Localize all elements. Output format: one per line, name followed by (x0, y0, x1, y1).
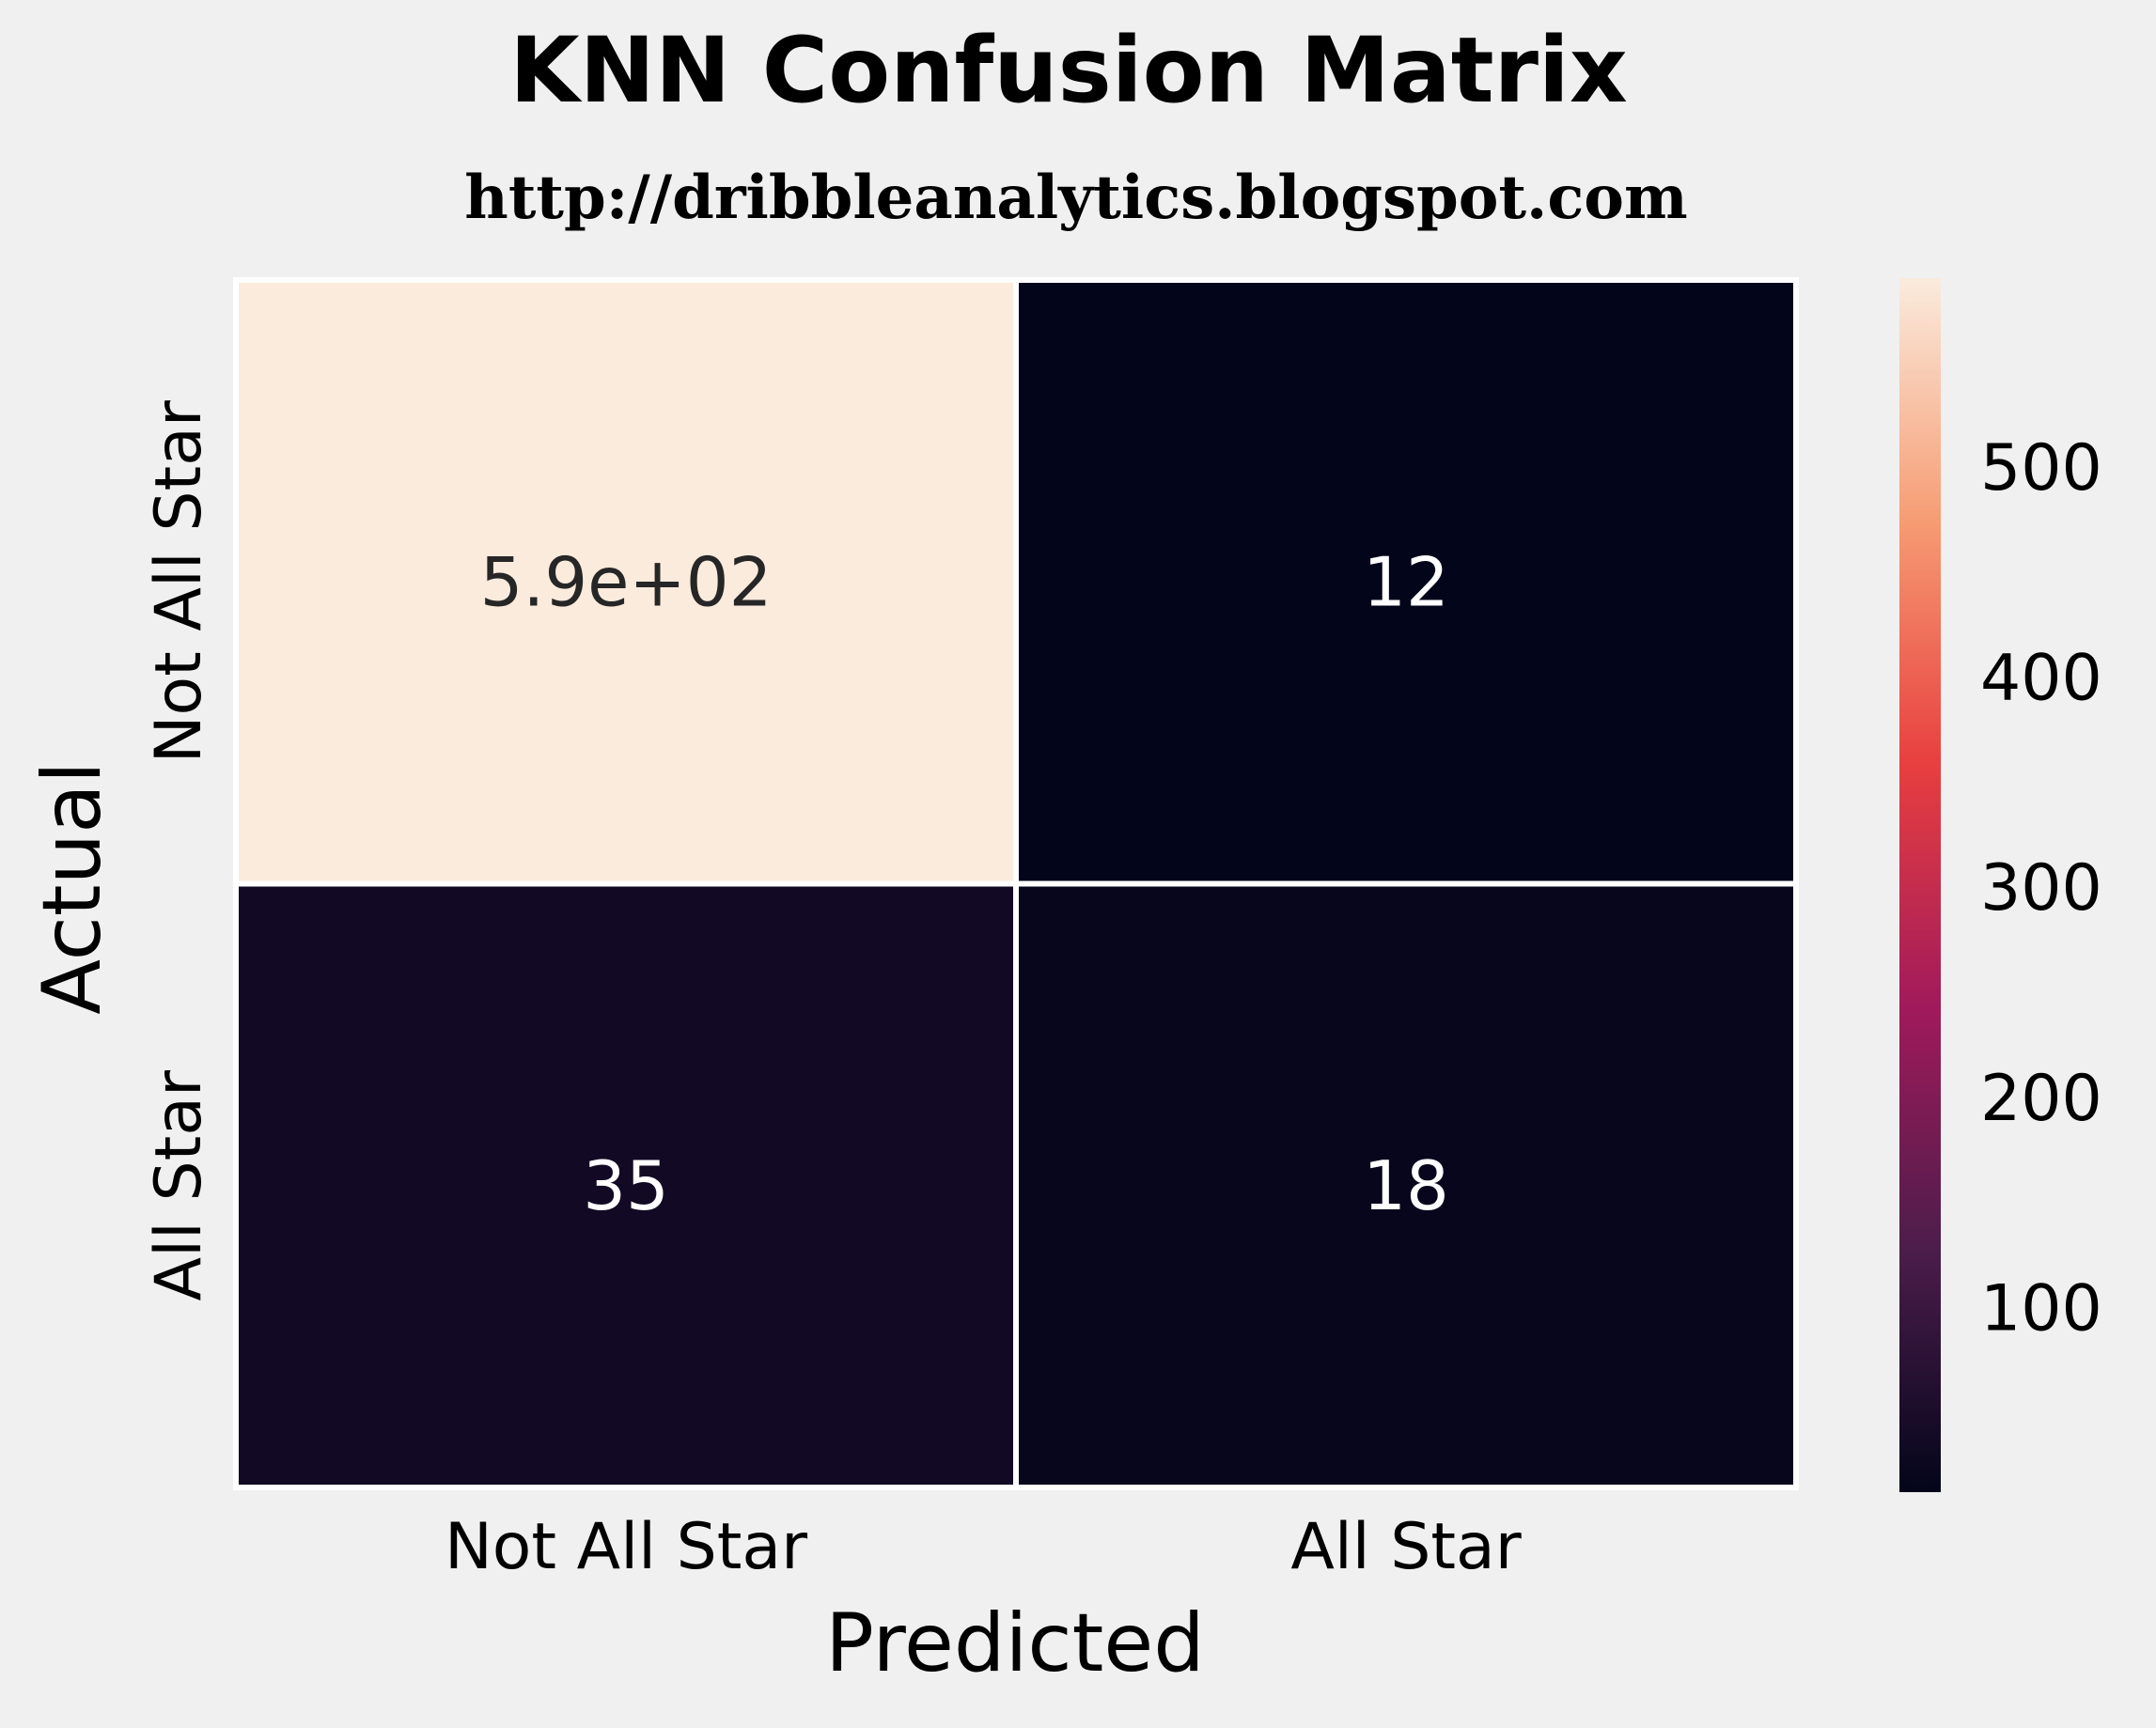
colorbar-tick-label: 100 (1980, 1271, 2102, 1346)
chart-subtitle: http://dribbleanalytics.blogspot.com (464, 163, 1687, 233)
heatmap-cell (233, 277, 1019, 887)
heatmap-cells: 5.9e+02 12 35 18 (233, 277, 1799, 1490)
cell-annotation: 18 (1363, 1146, 1449, 1225)
x-tick-label: All Star (1290, 1510, 1521, 1584)
y-tick-labels: Not All Star All Star (142, 400, 216, 1300)
colorbar (1899, 278, 1941, 1492)
heatmap-cell (1013, 880, 1799, 1490)
cell-annotation: 12 (1363, 542, 1449, 621)
colorbar-tick-label: 400 (1980, 642, 2102, 716)
x-tick-label: Not All Star (445, 1510, 807, 1584)
colorbar-tick-label: 500 (1980, 431, 2102, 506)
colorbar-ticks: 100 200 300 400 500 (1980, 431, 2102, 1346)
colorbar-tick-label: 300 (1980, 851, 2102, 926)
cell-annotation: 5.9e+02 (480, 542, 773, 621)
y-axis-label: Actual (25, 761, 119, 1014)
x-tick-labels: Not All Star All Star (445, 1510, 1522, 1584)
heatmap-cell (1013, 277, 1799, 887)
chart-title: KNN Confusion Matrix (509, 18, 1628, 123)
cell-annotation: 35 (583, 1146, 669, 1225)
y-tick-label: All Star (142, 1070, 216, 1300)
colorbar-tick-label: 200 (1980, 1062, 2102, 1136)
y-tick-label: Not All Star (142, 400, 216, 763)
x-axis-label: Predicted (825, 1596, 1205, 1690)
heatmap-cell (233, 880, 1019, 1490)
